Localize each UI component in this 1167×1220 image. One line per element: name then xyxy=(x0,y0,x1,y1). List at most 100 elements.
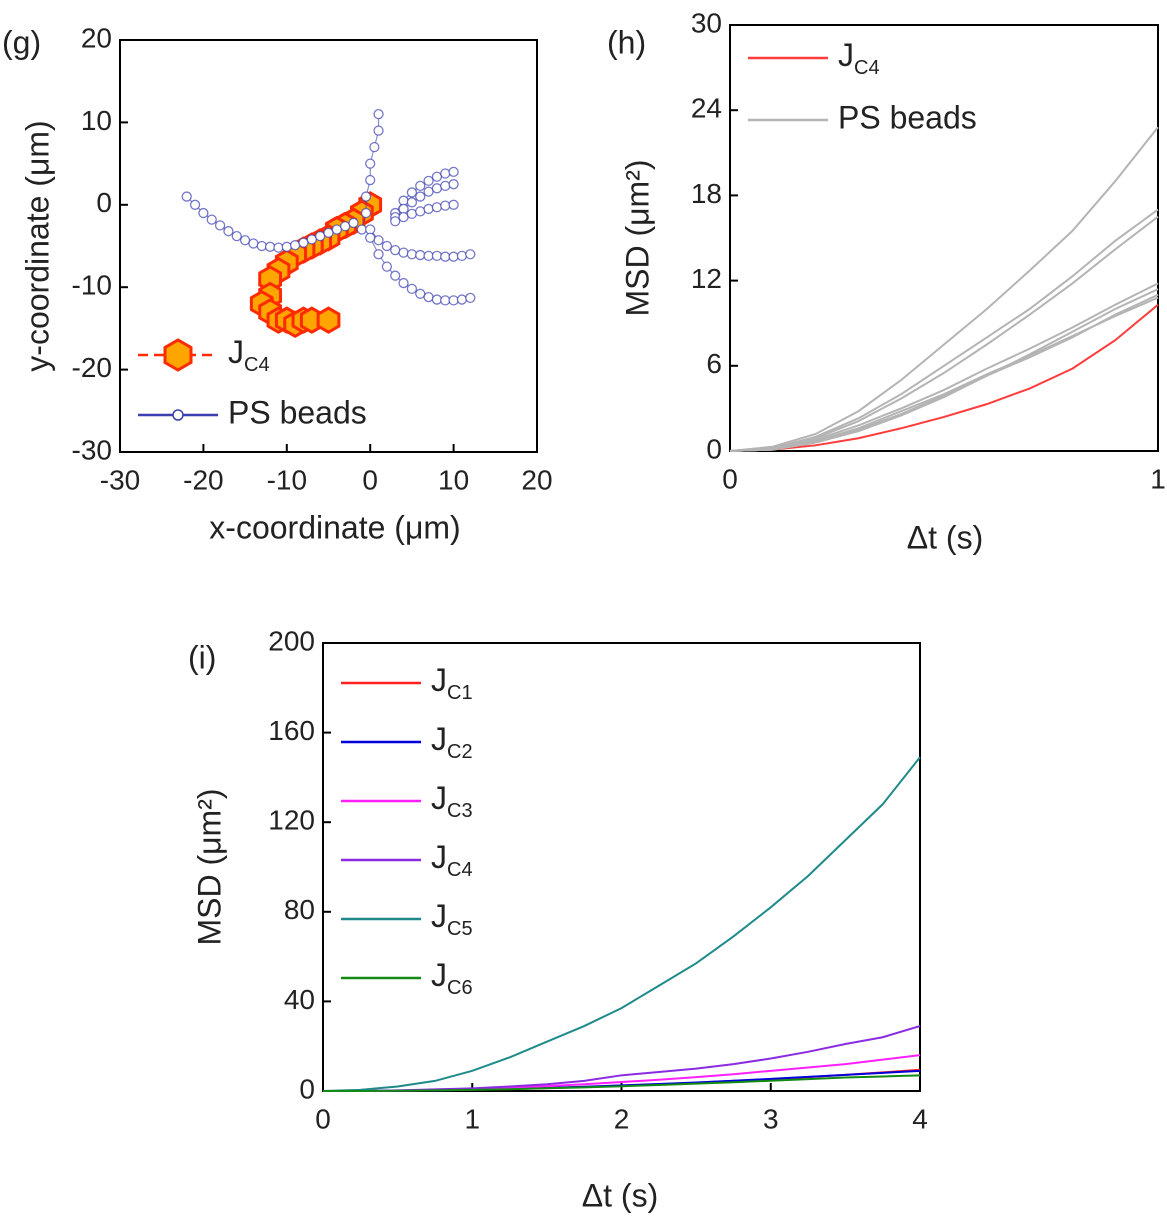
x-tick-label: -10 xyxy=(267,464,307,495)
x-tick-label: -20 xyxy=(183,464,223,495)
x-axis-label: Δt (s) xyxy=(907,519,983,555)
circle-point xyxy=(273,242,284,253)
plot-frame xyxy=(119,39,538,453)
circle-point xyxy=(406,187,418,198)
circle-point xyxy=(298,237,309,248)
circle-point xyxy=(440,295,451,306)
series-line xyxy=(729,296,1159,452)
plot-frame xyxy=(322,642,921,1092)
circle-point xyxy=(365,158,376,169)
circle-point xyxy=(360,207,372,219)
circle-point xyxy=(373,109,384,120)
series-line xyxy=(729,208,1159,452)
y-tick-label: 200 xyxy=(268,625,315,656)
x-tick-label: 0 xyxy=(362,464,378,495)
circle-point xyxy=(390,270,401,281)
circle-point xyxy=(381,240,393,252)
circle-point xyxy=(348,217,359,229)
circle-point xyxy=(406,197,418,208)
circle-point xyxy=(423,186,434,197)
series-line xyxy=(323,1074,921,1092)
circle-point xyxy=(340,221,351,232)
circle-point xyxy=(415,180,426,191)
circle-point xyxy=(369,141,380,153)
y-tick-label: 80 xyxy=(284,894,315,925)
circle-point xyxy=(256,240,267,252)
legend-label: JC5 xyxy=(431,898,473,940)
legend-label: JC4 xyxy=(431,839,473,881)
circle-point xyxy=(423,291,434,303)
y-tick-label: 10 xyxy=(81,105,112,136)
x-tick-label: 4 xyxy=(912,1103,928,1134)
circle-point xyxy=(440,251,451,262)
circle-point xyxy=(373,235,384,246)
circle-point xyxy=(281,241,292,252)
y-tick-label: 18 xyxy=(691,178,722,209)
circle-point xyxy=(206,214,217,225)
circle-point xyxy=(373,125,384,136)
y-tick-label: 120 xyxy=(268,805,315,836)
series-line xyxy=(729,303,1159,452)
circle-point xyxy=(214,220,226,231)
circle-point xyxy=(239,235,251,246)
circle-point xyxy=(448,199,459,210)
circle-point xyxy=(415,288,426,299)
legend-label: JC3 xyxy=(431,780,473,822)
legend-label: PS beads xyxy=(228,394,367,430)
circle-point xyxy=(431,202,443,213)
series-line xyxy=(729,126,1159,452)
circle-point xyxy=(398,277,409,289)
circle-point xyxy=(465,292,476,304)
y-tick-label: 12 xyxy=(691,263,722,294)
legend-label: JC6 xyxy=(431,957,473,999)
circle-point xyxy=(365,174,376,186)
series-line xyxy=(729,282,1159,452)
circle-point xyxy=(440,200,451,211)
circle-point xyxy=(398,247,409,258)
x-tick-label: 1 xyxy=(464,1103,480,1134)
circle-point xyxy=(448,295,459,306)
circle-point xyxy=(456,250,468,262)
y-tick-label: 40 xyxy=(284,984,315,1015)
y-tick-label: 0 xyxy=(706,433,722,464)
panel-label: (h) xyxy=(607,24,646,60)
x-tick-label: -30 xyxy=(100,464,140,495)
y-tick-label: 160 xyxy=(268,715,315,746)
series-line xyxy=(729,215,1159,452)
x-axis-label: Δt (s) xyxy=(582,1177,658,1213)
circle-point xyxy=(423,175,434,187)
x-tick-label: 3 xyxy=(763,1103,779,1134)
circle-point xyxy=(306,234,317,245)
circle-point xyxy=(398,212,409,223)
series-line xyxy=(322,756,921,1092)
panel-label: (i) xyxy=(188,639,216,675)
circle-point xyxy=(231,230,242,242)
legend-label: JC1 xyxy=(431,662,473,704)
circle-point xyxy=(415,206,426,217)
circle-point xyxy=(189,199,201,210)
y-axis-label: MSD (μm²) xyxy=(191,788,227,945)
legend-hexagon xyxy=(163,338,193,372)
circle-point xyxy=(315,230,326,242)
y-axis-label: MSD (μm²) xyxy=(619,159,655,316)
circle-point xyxy=(415,249,426,261)
circle-point xyxy=(448,251,459,262)
circle-point xyxy=(356,224,368,235)
circle-point xyxy=(248,238,259,249)
circle-point xyxy=(323,227,334,238)
circle-point xyxy=(360,191,372,202)
y-tick-label: -10 xyxy=(72,270,112,301)
y-axis-label: y-coordinate (μm) xyxy=(19,120,55,371)
circle-point xyxy=(365,232,376,243)
circle-point xyxy=(406,283,418,294)
y-tick-label: -30 xyxy=(72,434,112,465)
circle-point xyxy=(423,203,434,215)
circle-point xyxy=(431,294,443,305)
circle-point xyxy=(431,171,443,182)
y-tick-label: 0 xyxy=(96,187,112,218)
plot-frame xyxy=(729,24,1159,452)
circle-point xyxy=(431,250,443,262)
y-tick-label: -20 xyxy=(72,352,112,383)
y-tick-label: 20 xyxy=(81,22,112,53)
circle-point xyxy=(406,208,418,220)
